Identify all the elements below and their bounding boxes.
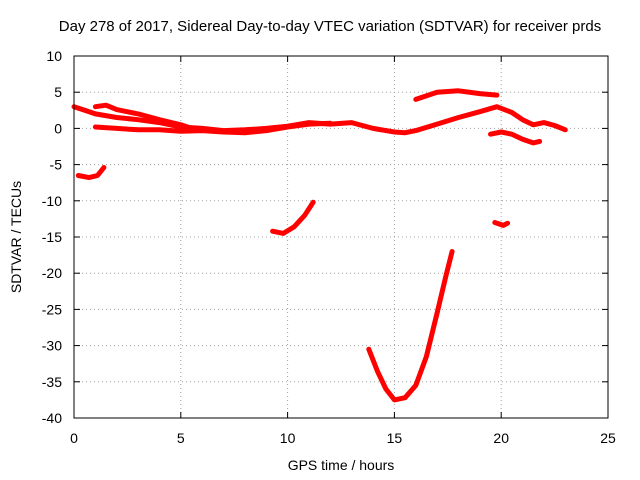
x-tick-label: 20 bbox=[493, 430, 509, 446]
x-tick-label: 15 bbox=[387, 430, 403, 446]
series-track-1 bbox=[71, 104, 568, 136]
y-tick-label: -35 bbox=[42, 374, 62, 390]
series-track-7 bbox=[270, 199, 316, 236]
series-track-4 bbox=[413, 88, 500, 102]
series-track-9 bbox=[366, 249, 455, 403]
x-tick-label: 5 bbox=[177, 430, 185, 446]
series-layer bbox=[71, 88, 568, 403]
series-track-3 bbox=[92, 120, 333, 136]
series-track-6 bbox=[75, 165, 107, 181]
y-axis-label: SDTVAR / TECUs bbox=[8, 181, 24, 293]
series-track-2 bbox=[92, 102, 194, 131]
y-tick-label: 0 bbox=[54, 120, 62, 136]
y-tick-label: -20 bbox=[42, 265, 62, 281]
y-tick-label: -40 bbox=[42, 410, 62, 426]
y-tick-label: -25 bbox=[42, 301, 62, 317]
chart-title: Day 278 of 2017, Sidereal Day-to-day VTE… bbox=[59, 18, 601, 35]
y-tick-label: -30 bbox=[42, 338, 62, 354]
series-track-8 bbox=[492, 220, 511, 228]
y-tick-label: -5 bbox=[50, 157, 63, 173]
grid-layer bbox=[74, 56, 608, 418]
y-tick-label: 5 bbox=[54, 84, 62, 100]
x-tick-label: 25 bbox=[600, 430, 616, 446]
x-tick-label: 0 bbox=[70, 430, 78, 446]
y-tick-label: -10 bbox=[42, 193, 62, 209]
y-tick-label: 10 bbox=[46, 48, 62, 64]
y-tick-label: -15 bbox=[42, 229, 62, 245]
series-track-5 bbox=[488, 129, 543, 146]
tick-layer: 0 5 10 15 20 25 -40 -35 -30 -25 -20 -15 -10 -5 0 5 10 bbox=[42, 48, 616, 446]
x-tick-label: 10 bbox=[280, 430, 296, 446]
x-axis-label: GPS time / hours bbox=[288, 457, 395, 473]
